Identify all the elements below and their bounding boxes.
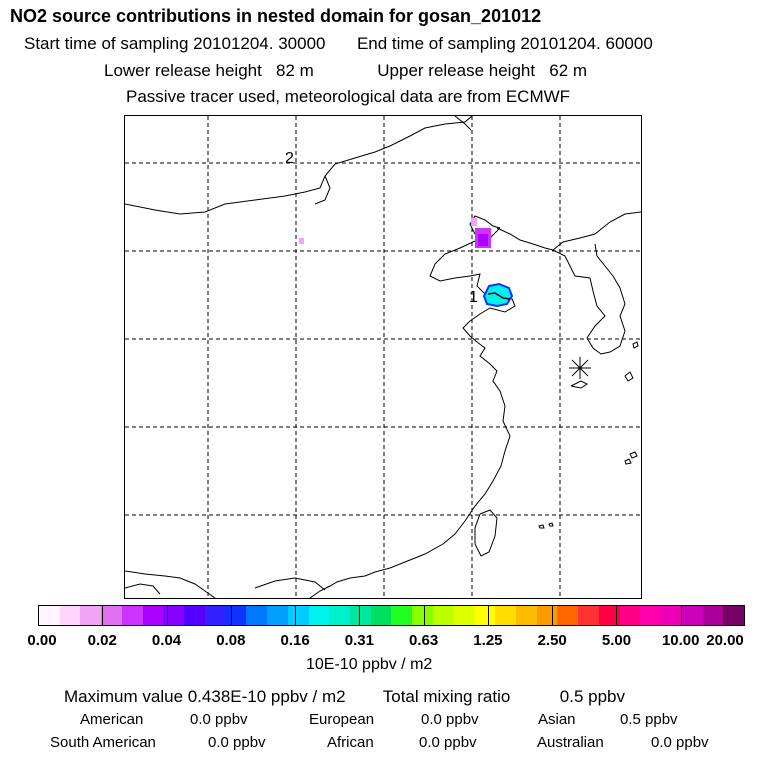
map-canvas: 2 1	[125, 116, 641, 598]
total-mixing-label: Total mixing ratio	[382, 687, 511, 706]
color-swatch-24	[536, 606, 558, 625]
color-swatch-2	[80, 606, 102, 625]
color-swatch-19	[432, 606, 454, 625]
color-swatch-10	[246, 606, 268, 625]
tracer-note: Passive tracer used, meteorological data…	[126, 87, 571, 106]
color-swatch-8	[204, 606, 226, 625]
maximum-value-row: Maximum value 0.438E-10 ppbv / m2 Total …	[64, 688, 625, 705]
color-swatch-29	[640, 606, 662, 625]
map-title: NO2 source contributions in nested domai…	[10, 6, 542, 26]
color-scale	[38, 605, 745, 626]
lat-lon-grid	[125, 116, 641, 598]
color-scale-tick	[359, 606, 361, 625]
color-scale-label: 0.16	[280, 632, 310, 649]
color-swatch-30	[661, 606, 682, 625]
color-scale-label: 0.31	[344, 632, 374, 649]
color-swatch-0	[39, 606, 60, 625]
color-swatch-28	[619, 606, 641, 625]
source-label-2: 2	[285, 150, 294, 167]
color-swatch-3	[101, 606, 122, 625]
region-name-asian: Asian	[538, 711, 576, 728]
color-scale-label: 20.00	[706, 632, 744, 649]
color-scale-label: 0.04	[151, 632, 182, 649]
start-time: Start time of sampling 20101204. 30000	[24, 34, 326, 53]
color-swatch-4	[121, 606, 143, 625]
region-value-african: 0.0 ppbv	[419, 734, 477, 751]
color-swatch-27	[598, 606, 620, 625]
region-value-american: 0.0 ppbv	[190, 711, 248, 728]
coastlines	[125, 116, 641, 598]
color-scale-label: 0.63	[409, 632, 439, 649]
map-panel: 2 1	[124, 115, 642, 599]
color-swatch-11	[267, 606, 288, 625]
color-swatch-15	[350, 606, 371, 625]
color-swatch-12	[287, 606, 309, 625]
color-swatch-14	[329, 606, 351, 625]
color-scale-tick	[230, 606, 232, 625]
color-scale-tick	[102, 606, 104, 625]
color-swatch-33	[723, 606, 744, 625]
region-value-european: 0.0 ppbv	[421, 711, 479, 728]
color-scale-label: 0.02	[87, 632, 117, 649]
maximum-value: Maximum value 0.438E-10 ppbv / m2	[64, 687, 346, 706]
color-swatch-20	[453, 606, 475, 625]
color-scale-label: 2.50	[537, 632, 567, 649]
color-scale-label: 5.00	[601, 632, 632, 649]
color-swatch-21	[474, 606, 496, 625]
color-swatch-5	[142, 606, 164, 625]
region-name-australian: Australian	[537, 734, 604, 751]
region-value-asian: 0.5 ppbv	[620, 711, 678, 728]
color-scale-tick	[680, 606, 682, 625]
color-scale-label: 0.08	[216, 632, 246, 649]
release-heights: Lower release height 82 m Upper release …	[104, 62, 587, 79]
color-swatch-13	[308, 606, 330, 625]
color-swatch-9	[225, 606, 247, 625]
region-name-south-american: South American	[50, 734, 156, 751]
color-scale-label: 1.25	[473, 632, 503, 649]
region-value-south-american: 0.0 ppbv	[208, 734, 266, 751]
sampling-times: Start time of sampling 20101204. 30000 E…	[24, 35, 653, 52]
color-swatch-16	[370, 606, 392, 625]
color-swatch-7	[184, 606, 205, 625]
color-swatch-17	[391, 606, 413, 625]
concentration-plume	[299, 218, 514, 308]
color-swatch-6	[163, 606, 185, 625]
plume-source-coast	[487, 292, 511, 300]
region-value-australian: 0.0 ppbv	[651, 734, 709, 751]
region-name-european: European	[309, 711, 375, 728]
color-swatch-31	[681, 606, 703, 625]
total-mixing-value: 0.5 ppbv	[559, 687, 626, 706]
color-scale-tick	[295, 606, 297, 625]
color-scale-units: 10E-10 ppbv / m2	[306, 656, 433, 673]
color-swatch-26	[578, 606, 599, 625]
color-swatch-18	[412, 606, 433, 625]
color-scale-tick	[616, 606, 618, 625]
plume-core-dark	[478, 234, 488, 246]
region-name-african: African	[327, 734, 374, 751]
color-scale-tick	[166, 606, 168, 625]
color-scale-label: 0.00	[27, 632, 57, 649]
region-name-american: American	[80, 711, 144, 728]
plume-edge	[471, 218, 477, 226]
color-scale-tick	[552, 606, 554, 625]
receptor-star-icon	[569, 357, 591, 379]
end-time: End time of sampling 20101204. 60000	[356, 34, 653, 53]
color-swatch-1	[59, 606, 81, 625]
color-scale-label: 10.00	[661, 632, 700, 649]
lower-release-height: Lower release height 82 m	[104, 61, 314, 80]
color-swatch-23	[515, 606, 537, 625]
color-swatch-25	[557, 606, 579, 625]
color-swatch-22	[495, 606, 516, 625]
plume-speck	[299, 238, 304, 244]
color-scale-tick	[423, 606, 425, 625]
source-label-1: 1	[469, 289, 478, 306]
color-swatch-32	[702, 606, 724, 625]
color-scale-tick	[487, 606, 489, 625]
upper-release-height: Upper release height 62 m	[377, 61, 588, 80]
